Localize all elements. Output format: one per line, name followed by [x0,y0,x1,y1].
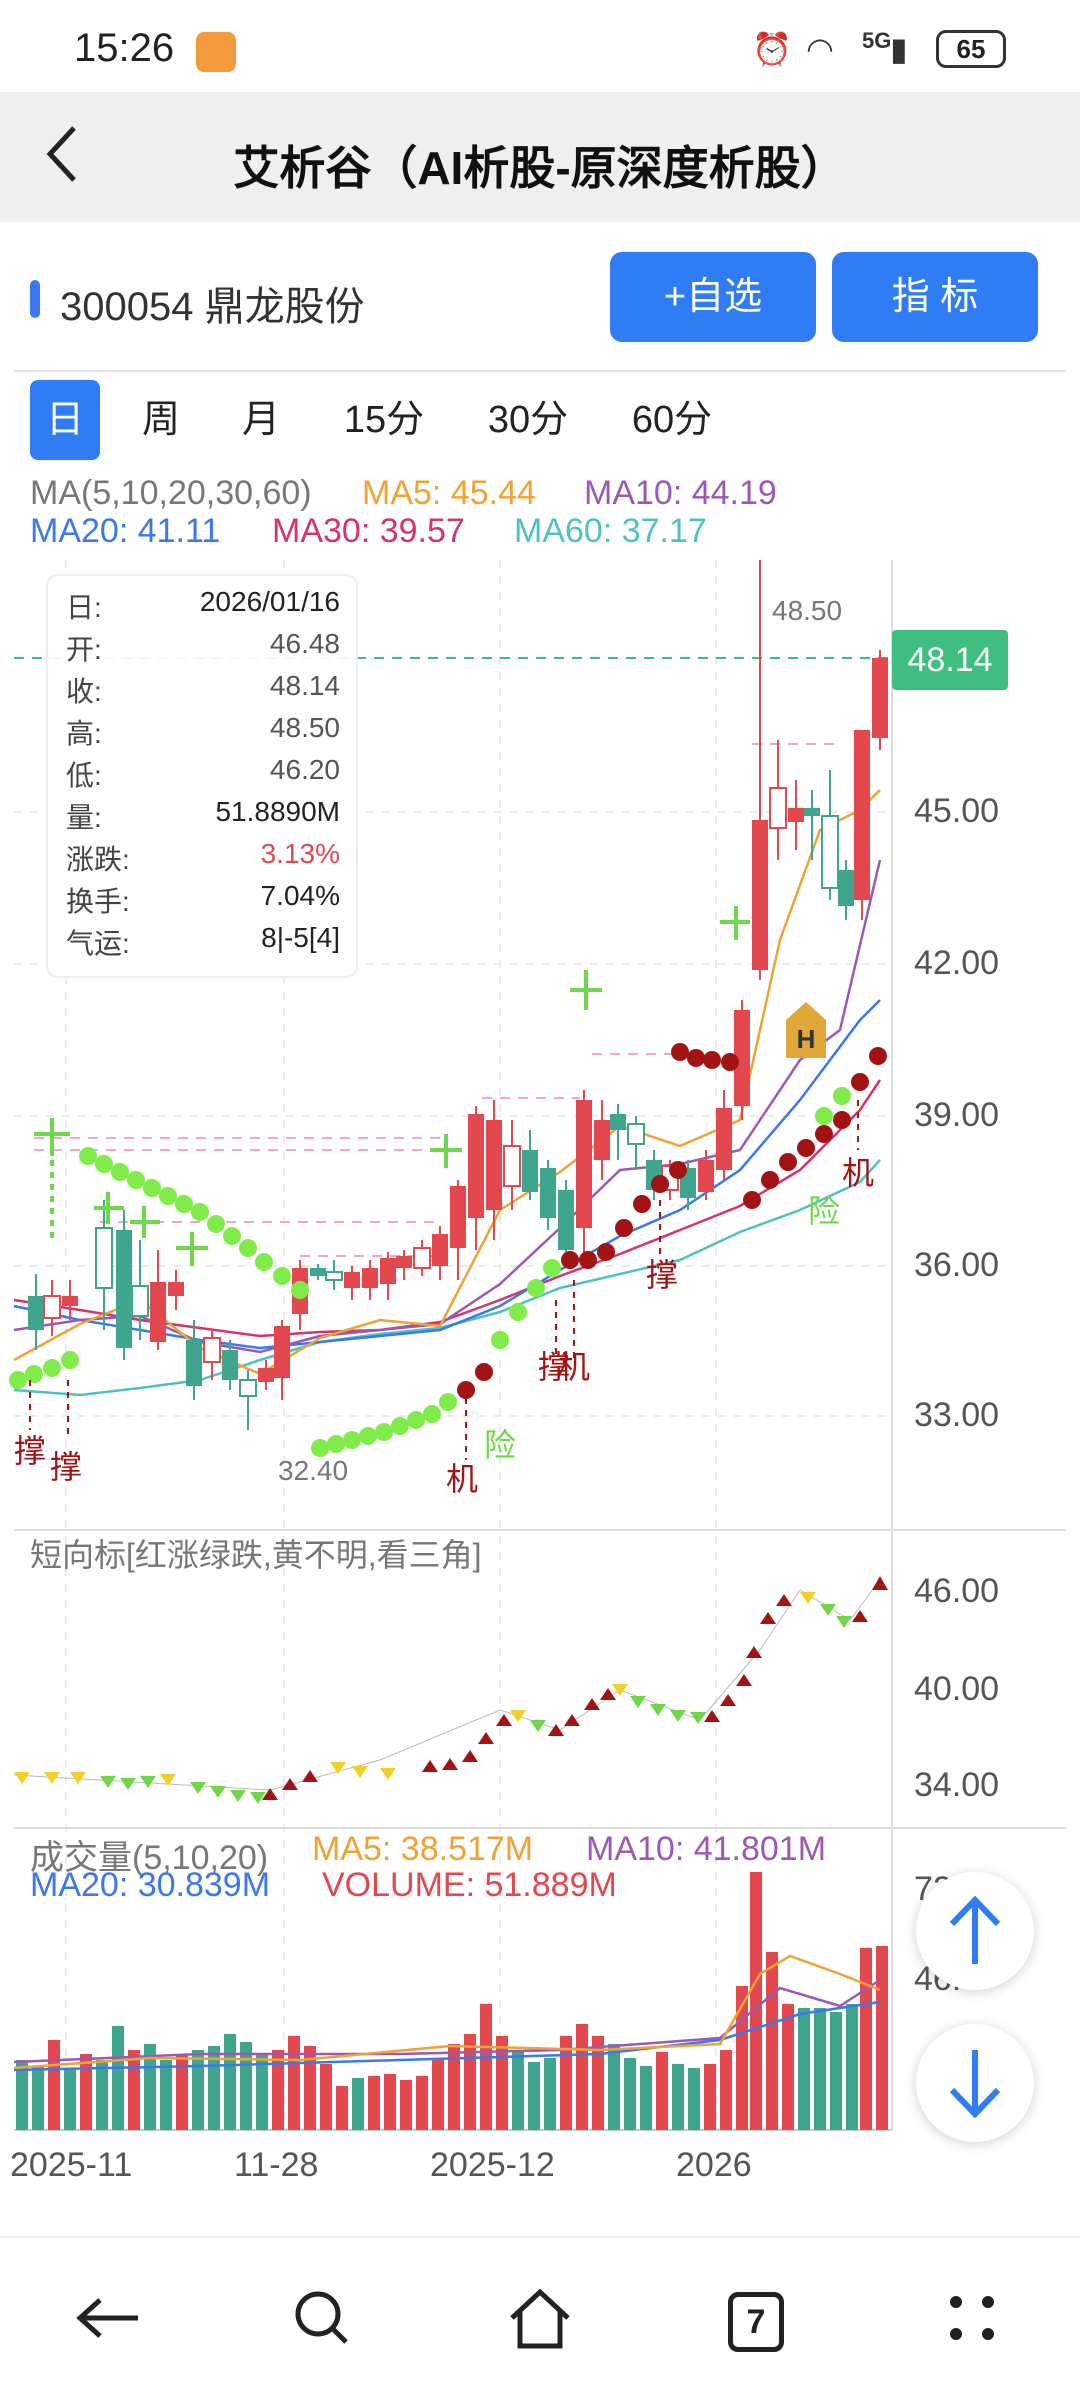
nav-tabs-button[interactable]: 7 [696,2278,816,2358]
annotation-risk: 险 [808,1193,840,1229]
info-change: 3.13% [260,838,340,869]
short-indicator-title: 短向标[红涨绿跌,黄不明,看三角] [30,1537,482,1573]
stock-name: 300054 鼎龙股份 [60,285,365,329]
vol-ma5-legend: MA5: 38.517M [312,1830,534,1868]
ma20-legend: MA20: 41.11 [30,512,221,550]
nav-back-button[interactable] [48,2278,168,2358]
annotation-support: 撑 [646,1257,678,1293]
info-key: 收: [66,676,102,707]
high-marker: 48.50 [772,595,842,626]
volume-title: 成交量(5,10,20) [30,1839,269,1877]
arrow-down-icon [949,2050,1001,2119]
price-axis-label: 45.00 [914,792,1000,830]
page-title: 艾析谷（AI析股-原深度析股） [233,142,847,194]
vol-ma20-legend: MA20: 30.839M [30,1866,271,1904]
annotation-chance: 机 [842,1155,874,1191]
x-axis-label: 2025-12 [430,2146,555,2184]
tab-15min[interactable]: 15分 [343,399,425,441]
ma10-legend: MA10: 44.19 [584,474,777,512]
ma60-legend: MA60: 37.17 [514,512,707,550]
annotation-risk: 险 [484,1427,516,1463]
nav-menu-button[interactable] [912,2278,1032,2358]
tab-30min[interactable]: 30分 [487,399,569,441]
wifi-icon: ◠ [806,31,834,67]
info-low: 46.20 [269,754,340,785]
x-axis-label: 2025-11 [10,2146,133,2184]
x-axis-label: 2026 [676,2146,752,2184]
add-watchlist-button[interactable]: +自选 [610,252,816,342]
info-key: 涨跌: [66,844,130,875]
annotation-support: 撑 [14,1433,46,1469]
scroll-down-button[interactable] [916,2024,1034,2142]
stock-row: 300054 鼎龙股份 +自选 指 标 [0,222,1080,372]
indicator-axis-label: 34.00 [914,1766,1000,1804]
stock-marker [30,280,40,318]
info-high: 48.50 [269,712,340,743]
indicator-axis-label: 40.00 [914,1670,1000,1708]
app-header: 艾析谷（AI析股-原深度析股） [0,92,1080,222]
annotation-support: 撑 [538,1349,570,1385]
volume-value-legend: VOLUME: 51.889M [322,1866,617,1904]
ma5-legend: MA5: 45.44 [362,474,536,512]
h-marker-label: H [797,1024,816,1054]
signal-icon: ▮ [890,31,908,67]
info-volume: 51.8890M [215,796,340,827]
indicator-button[interactable]: 指 标 [832,252,1038,342]
info-key: 开: [66,634,102,665]
browser-nav-bar: 7 [0,2236,1080,2400]
info-date: 2026/01/16 [199,586,340,617]
info-key: 换手: [66,886,130,917]
tab-week[interactable]: 周 [141,399,180,441]
annotation-chance: 机 [446,1461,478,1497]
ma-legend-title: MA(5,10,20,30,60) [30,474,312,512]
network-label: 5G [862,28,892,53]
info-close: 48.14 [269,670,340,701]
info-key: 量: [66,802,102,833]
indicator-axis-label: 46.00 [914,1572,1000,1610]
price-axis-label: 39.00 [914,1096,1000,1134]
scroll-up-button[interactable] [916,1872,1034,1990]
price-axis-label: 33.00 [914,1396,1000,1434]
price-axis-label: 42.00 [914,944,1000,982]
app-notification-icon [196,32,236,72]
annotation-chance: 机 [558,1349,590,1385]
nav-home-button[interactable] [480,2278,600,2358]
ohlc-info-box: 日: 2026/01/16 开: 46.48 收: 48.14 高: 48.50 低: 4… [46,574,358,978]
price-axis-label: 36.00 [914,1246,1000,1284]
menu-dots-icon [950,2296,994,2340]
tab-month[interactable]: 月 [241,399,280,441]
ma30-legend: MA30: 39.57 [272,512,465,550]
low-marker: 32.40 [278,1455,348,1486]
current-price-badge: 48.14 [892,630,1008,690]
nav-search-button[interactable] [262,2278,382,2358]
info-key: 高: [66,718,102,749]
period-tabs: 日 周 月 15分 30分 60分 [0,380,1080,460]
info-key: 低: [66,760,102,791]
tab-60min[interactable]: 60分 [631,399,713,441]
annotation-support: 撑 [50,1449,82,1485]
search-icon [295,2291,348,2344]
home-icon [510,2288,570,2349]
info-open: 46.48 [269,628,340,659]
divider [14,370,1066,372]
info-turnover: 7.04% [260,880,340,911]
x-axis-label: 11-28 [234,2146,319,2184]
status-time: 15:26 [74,26,175,70]
vol-ma10-legend: MA10: 41.801M [586,1830,827,1868]
back-button[interactable] [36,114,86,210]
arrow-left-icon [76,2298,138,2338]
h-marker [786,1002,826,1058]
alarm-icon: ⏰ [752,31,792,67]
info-key: 日: [66,592,102,623]
tab-day[interactable]: 日 [30,380,100,460]
battery-icon: 65 [936,30,1006,68]
info-key: 气运: [66,928,130,959]
info-fortune: 8|-5[4] [261,922,340,953]
arrow-up-icon [949,1895,1001,1964]
tab-count: 7 [728,2292,784,2353]
status-bar: 15:26 ⏰ ◠ 5G ▮ 65 [0,0,1080,92]
chevron-left-icon [46,126,76,182]
